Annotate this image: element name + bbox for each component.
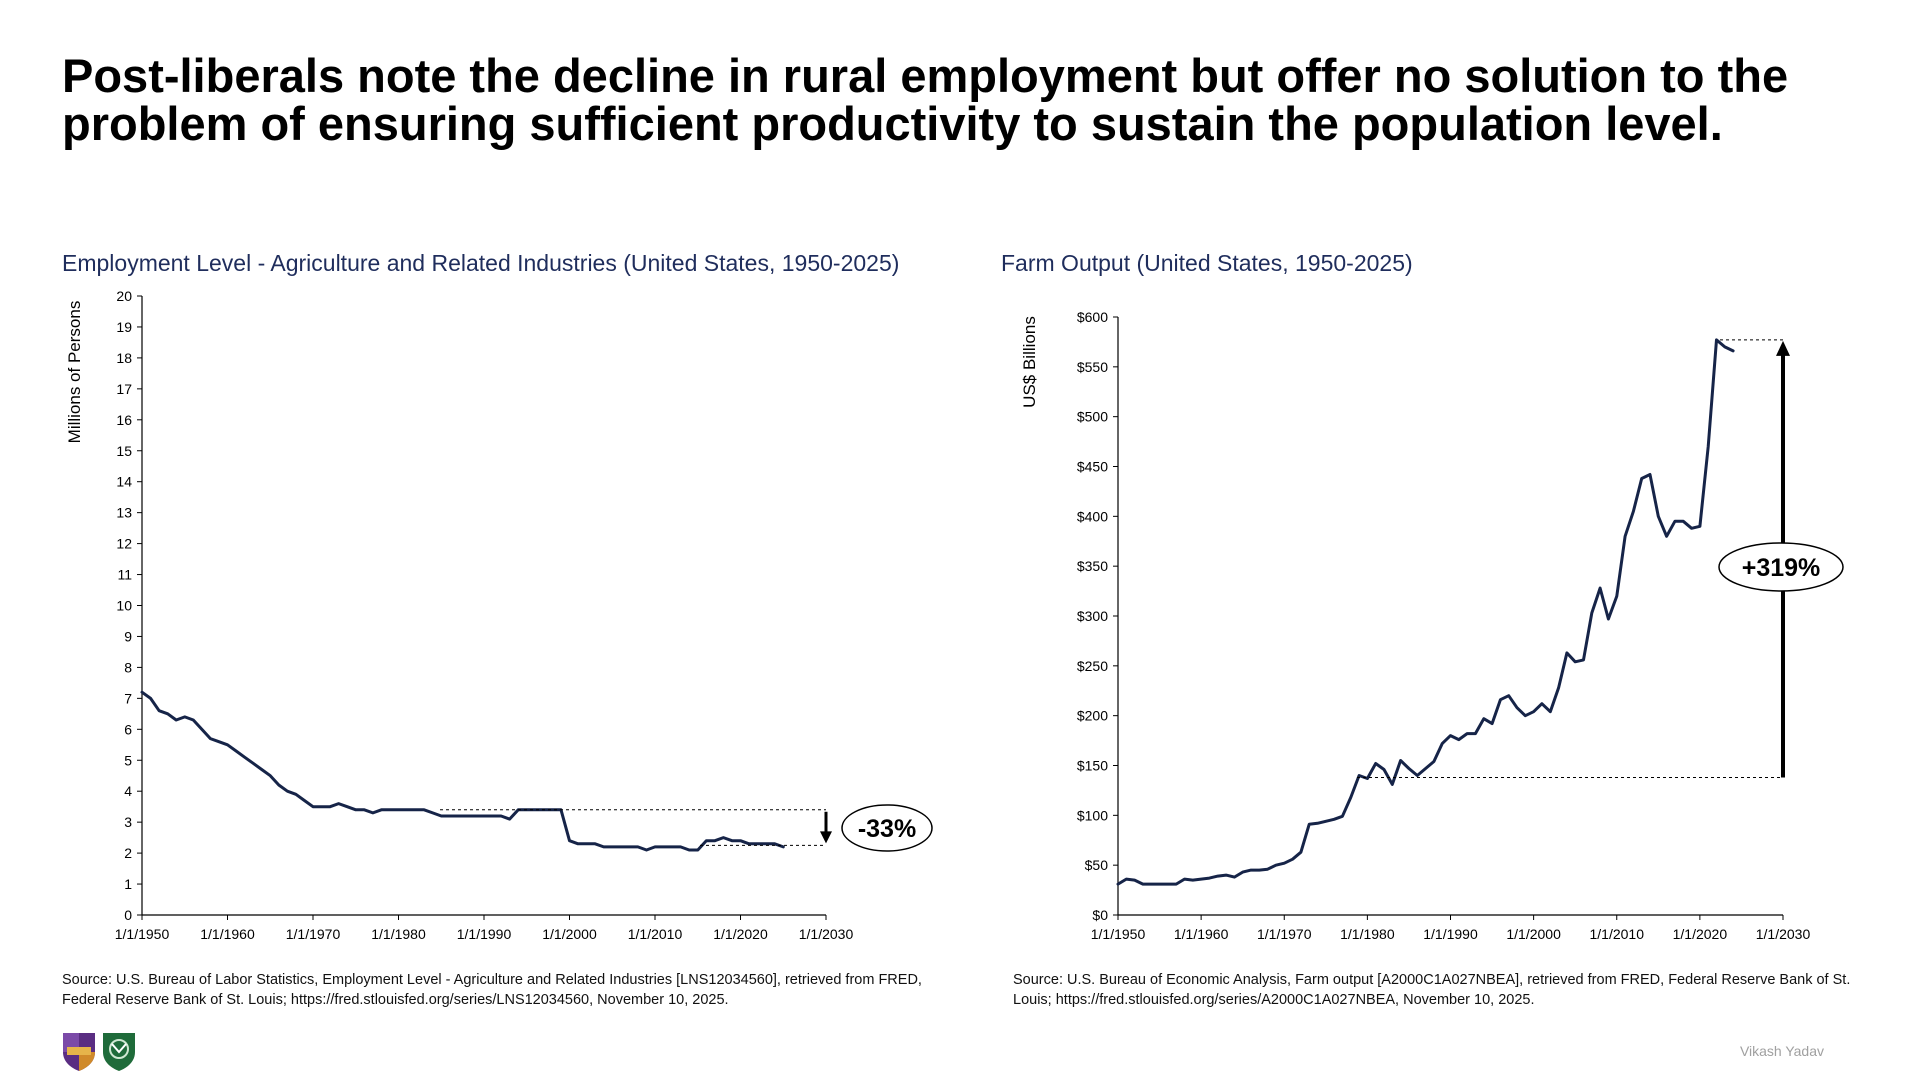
y-tick-label: $100 bbox=[1077, 807, 1108, 823]
y-tick-label: $150 bbox=[1077, 758, 1108, 774]
y-tick-label: 19 bbox=[116, 319, 132, 335]
farm-output-source-note: Source: U.S. Bureau of Economic Analysis… bbox=[1013, 972, 1851, 1008]
y-tick-label: 14 bbox=[116, 474, 132, 490]
y-tick-label: 0 bbox=[124, 907, 132, 923]
y-tick-label: 17 bbox=[116, 381, 132, 397]
x-tick-label: 1/1/2030 bbox=[799, 926, 854, 942]
y-tick-label: $250 bbox=[1077, 658, 1108, 674]
x-tick-label: 1/1/2010 bbox=[1590, 926, 1645, 942]
x-tick-label: 1/1/1980 bbox=[1340, 926, 1395, 942]
shield-logo-purple bbox=[63, 1033, 95, 1071]
x-tick-label: 1/1/1970 bbox=[286, 926, 341, 942]
x-tick-label: 1/1/1990 bbox=[457, 926, 512, 942]
x-tick-label: 1/1/2010 bbox=[628, 926, 683, 942]
arrow-head bbox=[1776, 340, 1790, 356]
change-callout-label: +319% bbox=[1742, 554, 1821, 582]
y-tick-label: 20 bbox=[116, 288, 132, 304]
employment-chart: 012345678910111213141516171819201/1/1950… bbox=[65, 288, 933, 942]
employment-source-note: Source: U.S. Bureau of Labor Statistics,… bbox=[62, 972, 922, 1008]
y-tick-label: $400 bbox=[1077, 508, 1108, 524]
x-tick-label: 1/1/2000 bbox=[542, 926, 597, 942]
employment-chart-title: Employment Level - Agriculture and Relat… bbox=[62, 250, 900, 276]
x-tick-label: 1/1/1950 bbox=[115, 926, 170, 942]
change-callout bbox=[1718, 542, 1844, 592]
x-tick-label: 1/1/2020 bbox=[1673, 926, 1728, 942]
x-tick-label: 1/1/1990 bbox=[1423, 926, 1478, 942]
y-tick-label: 15 bbox=[116, 443, 132, 459]
y-tick-label: 16 bbox=[116, 412, 132, 428]
y-axis-label: US$ Billions bbox=[1020, 316, 1039, 408]
y-tick-label: $500 bbox=[1077, 409, 1108, 425]
y-tick-label: 1 bbox=[124, 876, 132, 892]
y-tick-label: 4 bbox=[124, 783, 132, 799]
y-tick-label: 5 bbox=[124, 752, 132, 768]
x-tick-label: 1/1/1960 bbox=[200, 926, 255, 942]
y-tick-label: 13 bbox=[116, 505, 132, 521]
y-tick-label: 6 bbox=[124, 721, 132, 737]
y-tick-label: $550 bbox=[1077, 359, 1108, 375]
change-callout bbox=[841, 804, 933, 852]
x-tick-label: 1/1/2030 bbox=[1756, 926, 1811, 942]
y-tick-label: 7 bbox=[124, 690, 132, 706]
y-tick-label: $350 bbox=[1077, 558, 1108, 574]
y-tick-label: $0 bbox=[1092, 907, 1108, 923]
y-tick-label: 18 bbox=[116, 350, 132, 366]
x-tick-label: 1/1/1950 bbox=[1091, 926, 1146, 942]
y-tick-label: 11 bbox=[117, 567, 132, 583]
y-tick-label: $200 bbox=[1077, 708, 1108, 724]
farm-output-chart: $0 $50 $100 $150 $200 $250 $300 $350 $400 $450 $50… bbox=[1020, 309, 1844, 942]
series-line bbox=[1116, 338, 1735, 886]
y-tick-label: $600 bbox=[1077, 309, 1108, 325]
arrow-head bbox=[820, 831, 832, 844]
x-tick-label: 1/1/1970 bbox=[1257, 926, 1312, 942]
y-tick-label: 12 bbox=[116, 536, 132, 552]
y-tick-label: $50 bbox=[1085, 857, 1109, 873]
x-tick-label: 1/1/2000 bbox=[1506, 926, 1561, 942]
y-tick-label: 9 bbox=[124, 628, 132, 644]
author-credit: Vikash Yadav bbox=[1739, 1043, 1824, 1059]
shield-logo-green bbox=[103, 1033, 135, 1071]
y-axis-label: Millions of Persons bbox=[65, 301, 84, 444]
y-tick-label: 8 bbox=[124, 659, 132, 675]
x-tick-label: 1/1/1980 bbox=[371, 926, 426, 942]
x-tick-label: 1/1/1960 bbox=[1174, 926, 1229, 942]
y-tick-label: $300 bbox=[1077, 608, 1108, 624]
slide-title: Post-liberals note the decline in rural … bbox=[62, 49, 1789, 150]
y-tick-label: $450 bbox=[1077, 459, 1108, 475]
y-tick-label: 10 bbox=[116, 598, 132, 614]
series-line bbox=[140, 690, 785, 852]
farm-output-chart-title: Farm Output (United States, 1950-2025) bbox=[1001, 250, 1413, 276]
y-tick-label: 3 bbox=[124, 814, 132, 830]
change-callout-label: -33% bbox=[858, 815, 916, 843]
x-tick-label: 1/1/2020 bbox=[713, 926, 768, 942]
y-tick-label: 2 bbox=[124, 845, 132, 861]
